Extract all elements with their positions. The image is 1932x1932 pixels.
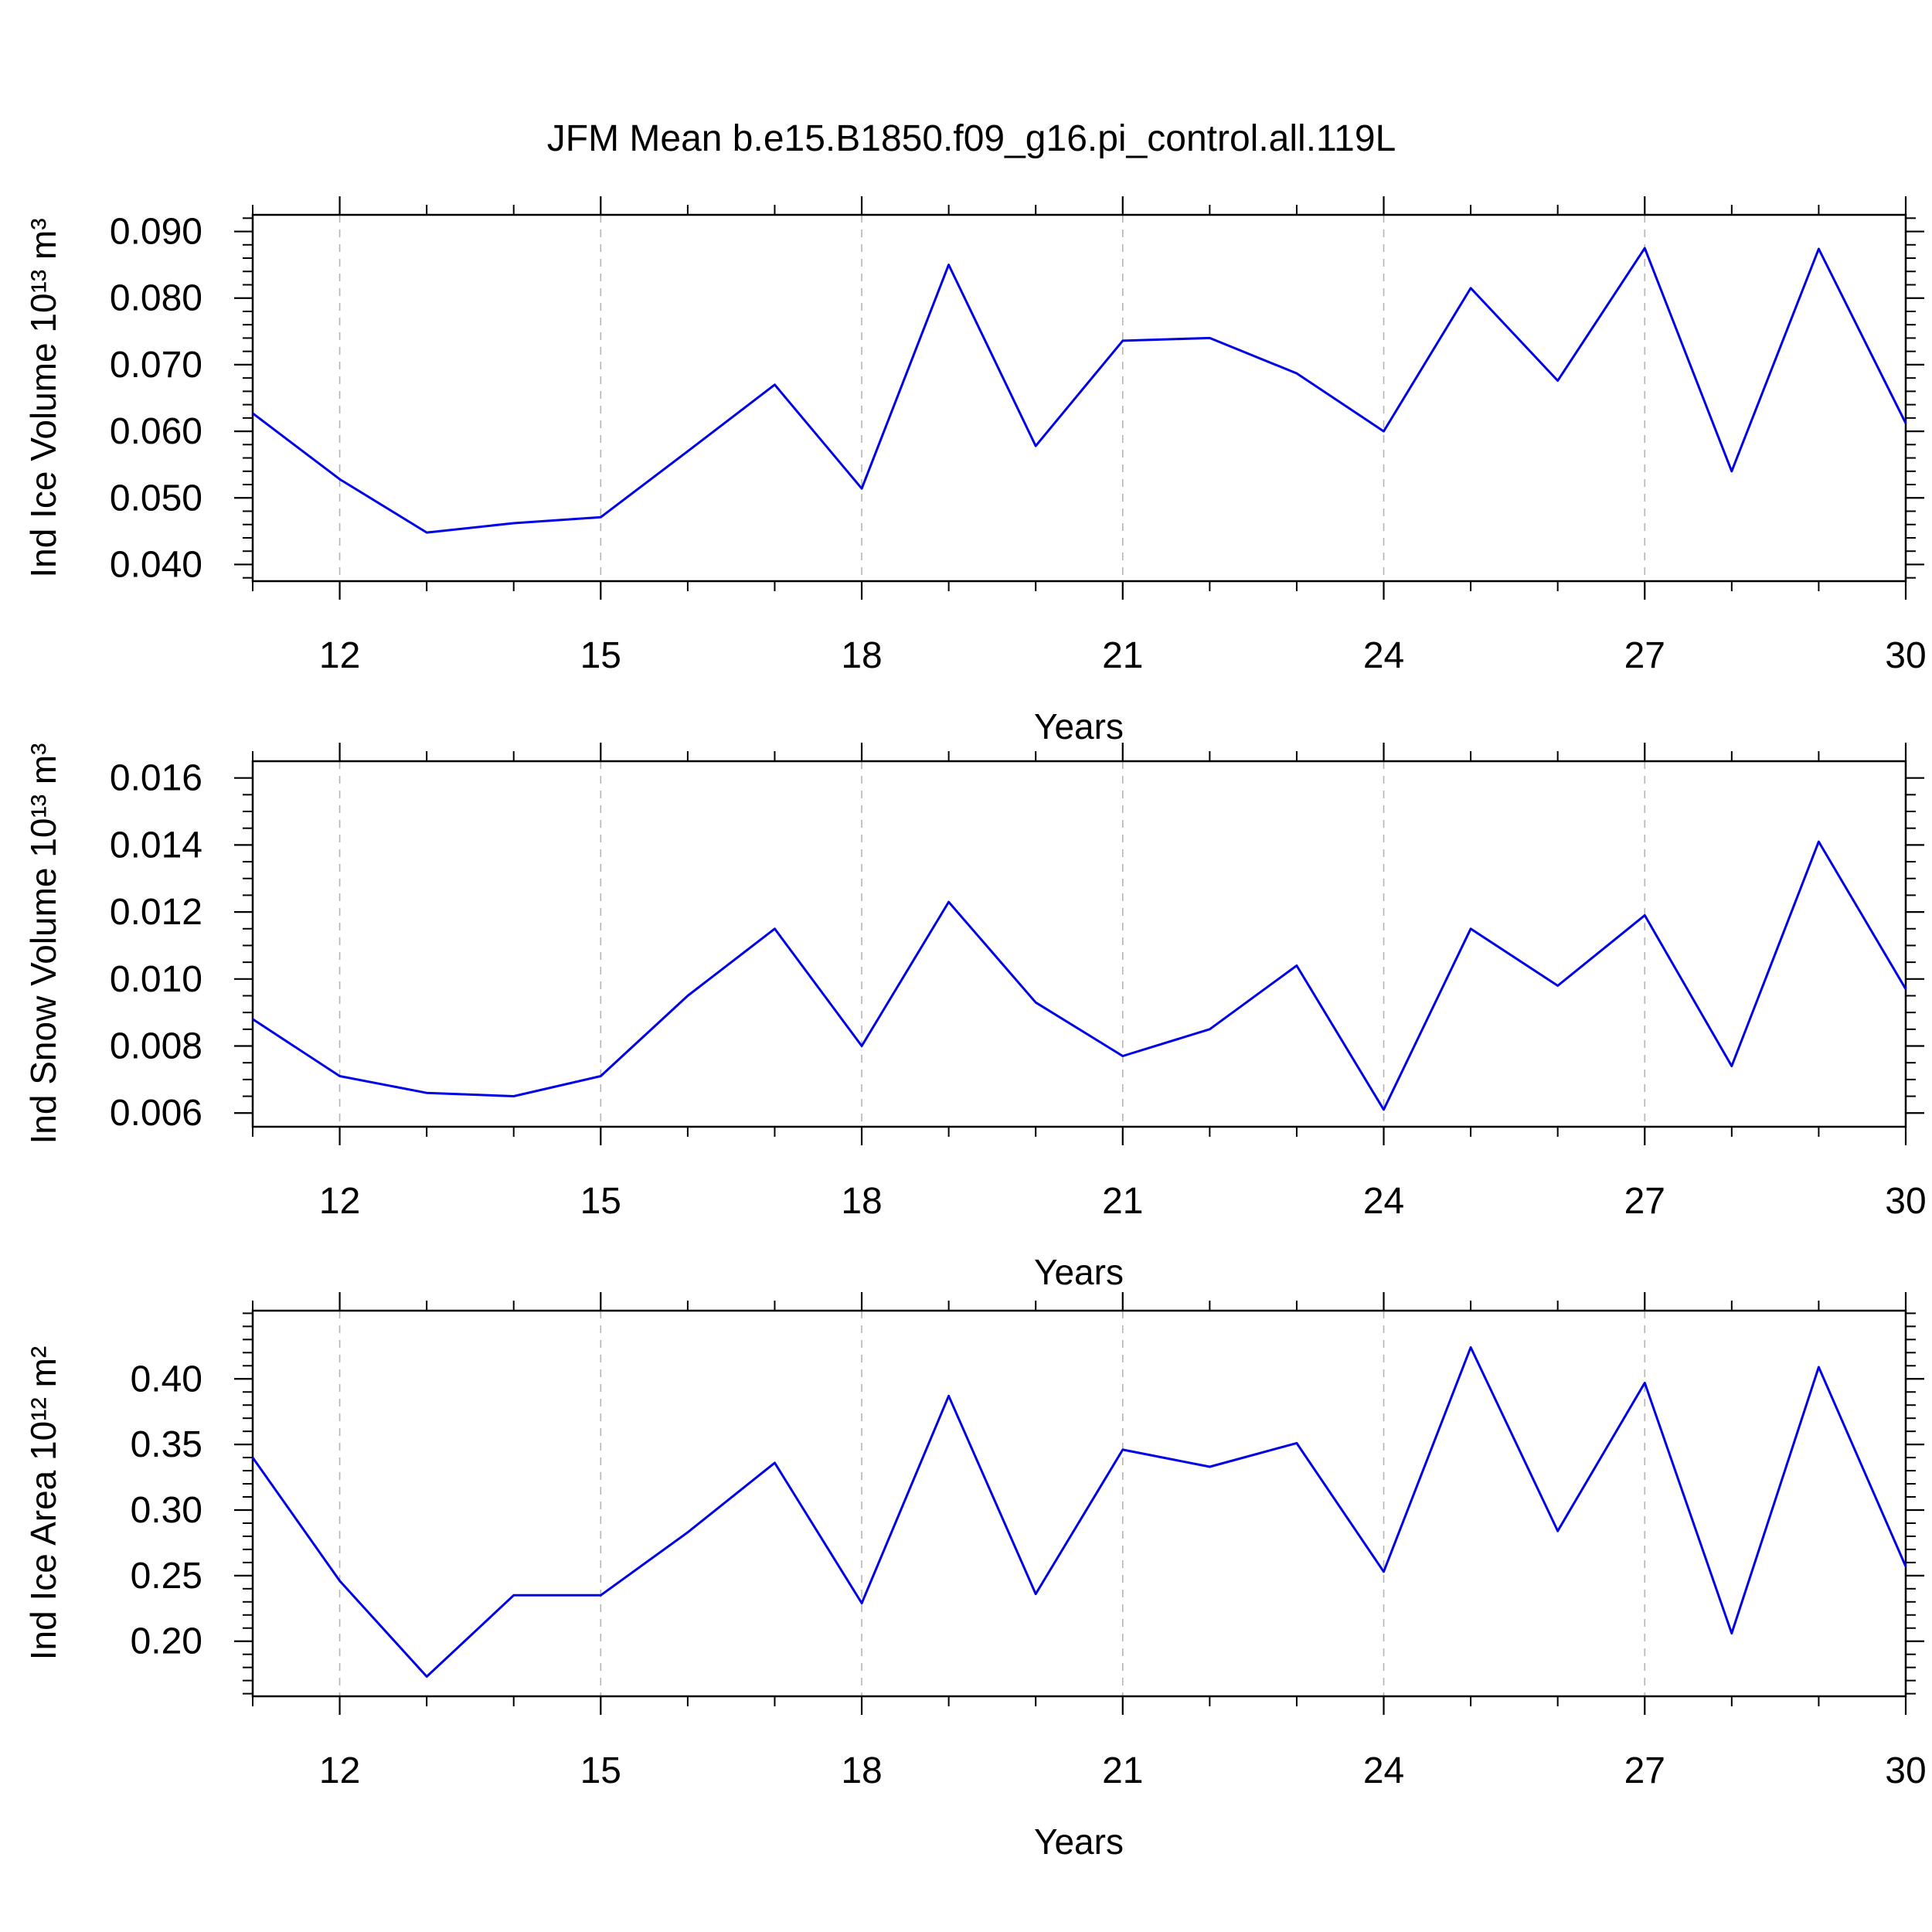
x-tick-label: 12 <box>319 635 360 676</box>
x-axis-title-panel-2: Years <box>1034 1252 1124 1292</box>
y-axis-title-snow-volume: Ind Snow Volume 10¹³ m³ <box>23 743 63 1144</box>
y-tick-label: 0.040 <box>110 544 202 585</box>
panel-frame <box>251 760 1907 1128</box>
x-tick-label: 27 <box>1624 635 1665 676</box>
chart-title: JFM Mean b.e15.B1850.f09_g16.pi_control.… <box>546 118 1396 159</box>
x-tick-label: 12 <box>319 1181 360 1222</box>
x-tick-label: 12 <box>319 1750 360 1791</box>
y-tick-label: 0.35 <box>131 1424 202 1465</box>
y-tick-label: 0.080 <box>110 278 202 319</box>
y-tick-label: 0.090 <box>110 212 202 253</box>
y-tick-label: 0.070 <box>110 345 202 386</box>
x-tick-label: 15 <box>580 1750 621 1791</box>
y-tick-label: 0.20 <box>131 1621 202 1662</box>
y-tick-label: 0.008 <box>110 1026 202 1067</box>
x-tick-label: 18 <box>841 1181 882 1222</box>
x-tick-label: 30 <box>1885 1750 1926 1791</box>
series-line-ind-snow-volume <box>252 840 1907 1111</box>
panel-ind-snow-volume: 0.016 0.014 0.012 0.010 0.008 0.006 12 15 18 21 24… <box>110 743 1927 1222</box>
x-tick-label: 18 <box>841 1750 882 1791</box>
y-tick-label: 0.40 <box>131 1359 202 1400</box>
x-tick-label: 30 <box>1885 1181 1926 1222</box>
x-tick-label: 30 <box>1885 635 1926 676</box>
y-tick-label: 0.006 <box>110 1093 202 1134</box>
x-tick-label: 15 <box>580 635 621 676</box>
y-tick-label: 0.010 <box>110 959 202 1000</box>
x-axis-title-panel-3: Years <box>1034 1821 1124 1862</box>
x-axis-title-panel-1: Years <box>1034 706 1124 747</box>
x-tick-label: 21 <box>1102 1181 1143 1222</box>
x-tick-label: 27 <box>1624 1750 1665 1791</box>
x-tick-label: 21 <box>1102 1750 1143 1791</box>
series-line-ind-ice-area <box>251 1346 1907 1678</box>
y-tick-label: 0.050 <box>110 478 202 519</box>
x-tick-label: 24 <box>1363 635 1404 676</box>
y-tick-label: 0.016 <box>110 758 202 799</box>
y-axis-title-ice-area: Ind Ice Area 10¹² m² <box>23 1346 63 1661</box>
y-tick-label: 0.060 <box>110 411 202 452</box>
y-tick-label: 0.014 <box>110 825 202 866</box>
x-tick-label: 15 <box>580 1181 621 1222</box>
series-line-ind-ice-volume <box>252 247 1907 534</box>
x-tick-label: 24 <box>1363 1750 1404 1791</box>
panel-ind-ice-volume: 0.090 0.080 0.070 0.060 0.050 0.040 12 15 18 21 24… <box>110 196 1927 676</box>
y-tick-label: 0.25 <box>131 1556 202 1597</box>
x-tick-label: 27 <box>1624 1181 1665 1222</box>
panel-frame <box>251 1309 1907 1698</box>
y-axis-title-ice-volume: Ind Ice Volume 10¹³ m³ <box>23 218 63 577</box>
panel-ind-ice-area: 0.40 0.35 0.30 0.25 0.20 12 15 18 21 24 27 30 <box>131 1292 1927 1791</box>
x-tick-label: 24 <box>1363 1181 1404 1222</box>
y-tick-label: 0.30 <box>131 1490 202 1531</box>
x-tick-label: 18 <box>841 635 882 676</box>
panel-frame <box>251 213 1907 583</box>
x-tick-label: 21 <box>1102 635 1143 676</box>
y-tick-label: 0.012 <box>110 892 202 933</box>
